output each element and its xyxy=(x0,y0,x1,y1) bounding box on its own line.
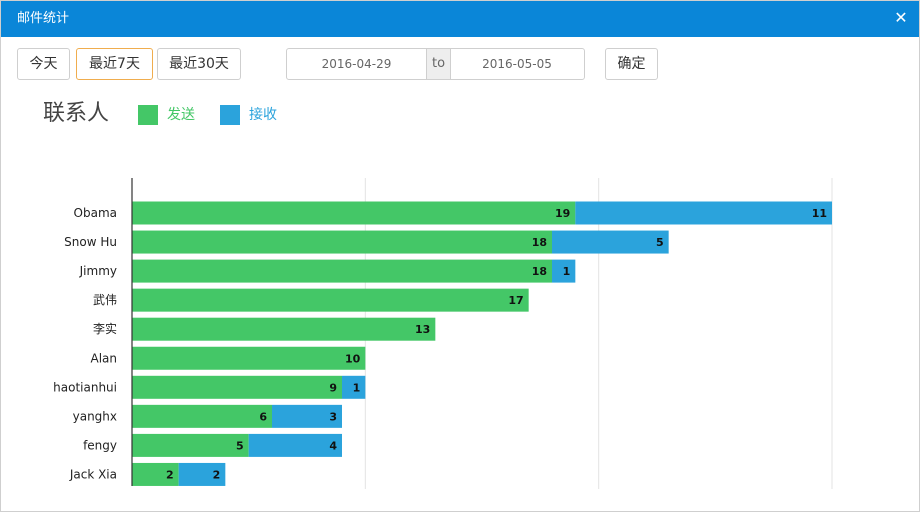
received-bar[interactable] xyxy=(552,259,576,283)
received-bar[interactable] xyxy=(552,230,669,254)
data-label: 19 xyxy=(555,207,570,220)
data-label: 6 xyxy=(259,410,267,423)
category-label: 李实 xyxy=(93,321,117,336)
data-label: 5 xyxy=(656,236,664,249)
sent-bar[interactable] xyxy=(132,317,436,341)
data-label: 10 xyxy=(345,352,361,365)
data-label: 18 xyxy=(532,236,547,249)
sent-bar[interactable] xyxy=(132,201,576,225)
category-label: haotianhui xyxy=(53,380,117,394)
category-label: 武伟 xyxy=(93,293,117,307)
legend-received-label[interactable]: 接收 xyxy=(249,107,277,123)
sent-bar[interactable] xyxy=(132,259,552,283)
category-label: Jack Xia xyxy=(69,467,117,481)
last-7-days-button[interactable]: 最近7天 xyxy=(76,48,153,80)
category-label: Jimmy xyxy=(79,264,117,278)
date-from-input[interactable] xyxy=(287,49,426,79)
category-label: Snow Hu xyxy=(64,235,117,249)
sent-bar[interactable] xyxy=(132,433,249,457)
today-button[interactable]: 今天 xyxy=(17,48,70,80)
received-bar[interactable] xyxy=(272,404,342,428)
dialog-title: 邮件统计 xyxy=(17,11,70,26)
data-label: 1 xyxy=(353,381,361,394)
sent-bar[interactable] xyxy=(132,346,366,370)
category-label: yanghx xyxy=(73,409,117,423)
data-label: 1 xyxy=(563,265,571,278)
data-label: 4 xyxy=(329,439,337,452)
data-label: 2 xyxy=(166,468,174,481)
data-label: 3 xyxy=(329,410,337,423)
category-label: Obama xyxy=(74,206,117,220)
sent-bar[interactable] xyxy=(132,230,552,254)
legend-sent-label[interactable]: 发送 xyxy=(167,107,195,123)
sent-bar[interactable] xyxy=(132,462,179,486)
data-label: 13 xyxy=(415,323,430,336)
category-label: fengy xyxy=(83,438,117,452)
sent-bar[interactable] xyxy=(132,288,529,312)
data-label: 11 xyxy=(812,207,827,220)
title-bar: 邮件统计 ✕ xyxy=(1,1,919,37)
chart-title: 联系人 xyxy=(43,101,110,126)
confirm-button[interactable]: 确定 xyxy=(605,48,658,80)
date-range-picker: to xyxy=(286,48,585,80)
legend-sent-swatch[interactable] xyxy=(138,105,158,125)
date-to-input[interactable] xyxy=(450,49,584,79)
data-label: 18 xyxy=(532,265,547,278)
data-label: 9 xyxy=(329,381,337,394)
data-label: 5 xyxy=(236,439,244,452)
received-bar[interactable] xyxy=(248,433,342,457)
received-bar[interactable] xyxy=(575,201,832,225)
received-bar[interactable] xyxy=(342,375,366,399)
category-label: Alan xyxy=(90,351,117,365)
last-30-days-button[interactable]: 最近30天 xyxy=(157,48,241,80)
sent-bar[interactable] xyxy=(132,375,342,399)
data-label: 2 xyxy=(213,468,221,481)
sent-bar[interactable] xyxy=(132,404,272,428)
received-bar[interactable] xyxy=(178,462,226,486)
close-icon[interactable]: ✕ xyxy=(894,8,908,27)
legend-received-swatch[interactable] xyxy=(220,105,240,125)
data-label: 17 xyxy=(508,294,523,307)
